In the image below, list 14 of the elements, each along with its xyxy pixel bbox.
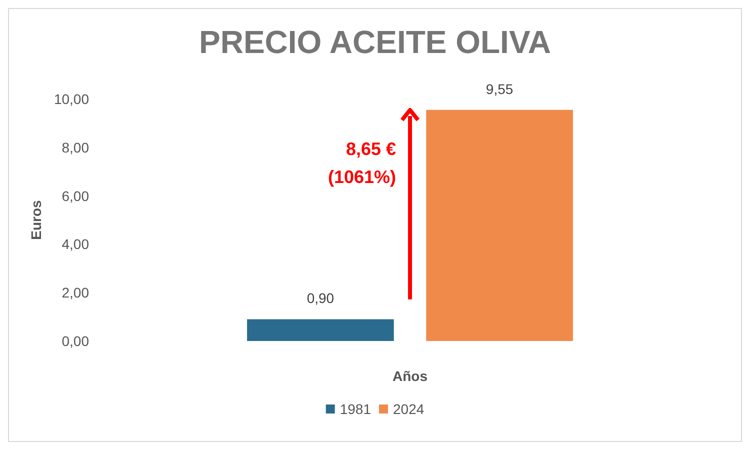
- y-tick-label: 6,00: [62, 188, 90, 204]
- y-tick-label: 4,00: [62, 236, 90, 252]
- y-tick-label: 2,00: [62, 284, 90, 301]
- y-tick-label: 0,00: [62, 333, 90, 349]
- annotation: 8,65 € (1061%): [328, 138, 396, 189]
- y-axis-title: Euros: [28, 200, 44, 240]
- y-tick-label: 8,00: [62, 139, 90, 156]
- legend-label: 2024: [393, 401, 424, 417]
- data-label: 0,90: [306, 290, 334, 306]
- legend-label: 1981: [340, 401, 372, 417]
- y-tick-label: 10,00: [54, 91, 90, 107]
- chart-title: PRECIO ACEITE OLIVA: [198, 24, 552, 60]
- x-axis-title: Años: [392, 368, 428, 384]
- data-label: 9,55: [486, 80, 514, 97]
